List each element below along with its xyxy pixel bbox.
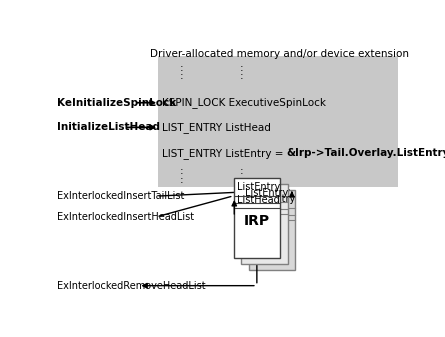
Text: :: :: [180, 175, 183, 185]
Text: Driver-allocated memory and/or device extension: Driver-allocated memory and/or device ex…: [150, 49, 409, 59]
Text: :: :: [240, 63, 244, 73]
Bar: [234, 178, 280, 258]
Text: :: :: [240, 175, 244, 185]
Bar: [158, 56, 398, 187]
Text: :: :: [180, 63, 183, 73]
Text: :: :: [180, 166, 183, 177]
Text: ListEntry: ListEntry: [237, 182, 280, 192]
Bar: [241, 184, 288, 264]
Text: :: :: [180, 71, 183, 81]
Text: ListHead: ListHead: [237, 195, 280, 206]
Text: LIST_ENTRY ListHead: LIST_ENTRY ListHead: [162, 122, 271, 133]
Text: KSPIN_LOCK ExecutiveSpinLock: KSPIN_LOCK ExecutiveSpinLock: [162, 97, 326, 108]
Text: &Irp->Tail.Overlay.ListEntry: &Irp->Tail.Overlay.ListEntry: [287, 148, 445, 158]
Text: KeInitializeSpinLock: KeInitializeSpinLock: [57, 98, 177, 108]
Bar: [249, 190, 295, 270]
Text: IRP: IRP: [243, 214, 270, 228]
Text: ExInterlockedInsertTailList: ExInterlockedInsertTailList: [57, 191, 185, 201]
Text: ListEntry: ListEntry: [245, 188, 288, 198]
Text: :: :: [240, 71, 244, 81]
Text: ListEntry: ListEntry: [252, 194, 295, 204]
Text: ExInterlockedRemoveHeadList: ExInterlockedRemoveHeadList: [57, 281, 206, 290]
Text: :: :: [240, 166, 244, 177]
Text: InitializeListHead: InitializeListHead: [57, 122, 160, 132]
Text: LIST_ENTRY ListEntry =: LIST_ENTRY ListEntry =: [162, 148, 287, 159]
Text: ExInterlockedInsertHeadList: ExInterlockedInsertHeadList: [57, 212, 194, 222]
